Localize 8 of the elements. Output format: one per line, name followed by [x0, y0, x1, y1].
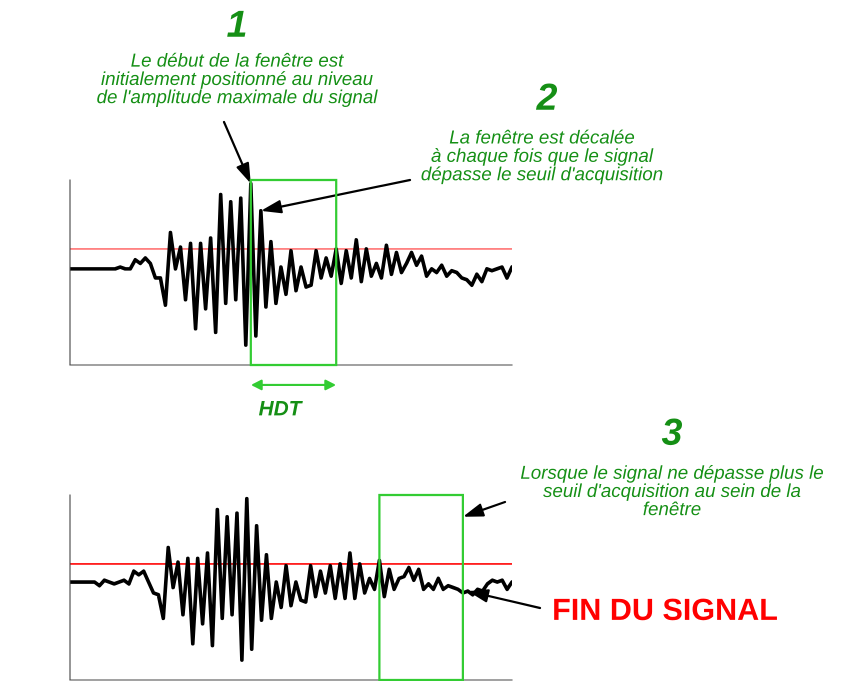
text: 1	[227, 10, 246, 37]
annotation: La fenêtre est décalée à chaque fois que le signal dépasse le seuil d'acquisition	[422, 130, 662, 184]
text: 3	[662, 418, 682, 446]
text: Le début de la fenêtre est initialement positionné au niveau de l'amplitude maximale du signal	[97, 52, 378, 108]
text: Lorsque le signal ne dépasse plus le seuil d'acquisition au sein de la fenêtre	[520, 464, 823, 516]
text: 2	[536, 84, 558, 110]
text: HDT	[258, 401, 303, 416]
text: FIN DU SIGNAL	[554, 598, 777, 620]
